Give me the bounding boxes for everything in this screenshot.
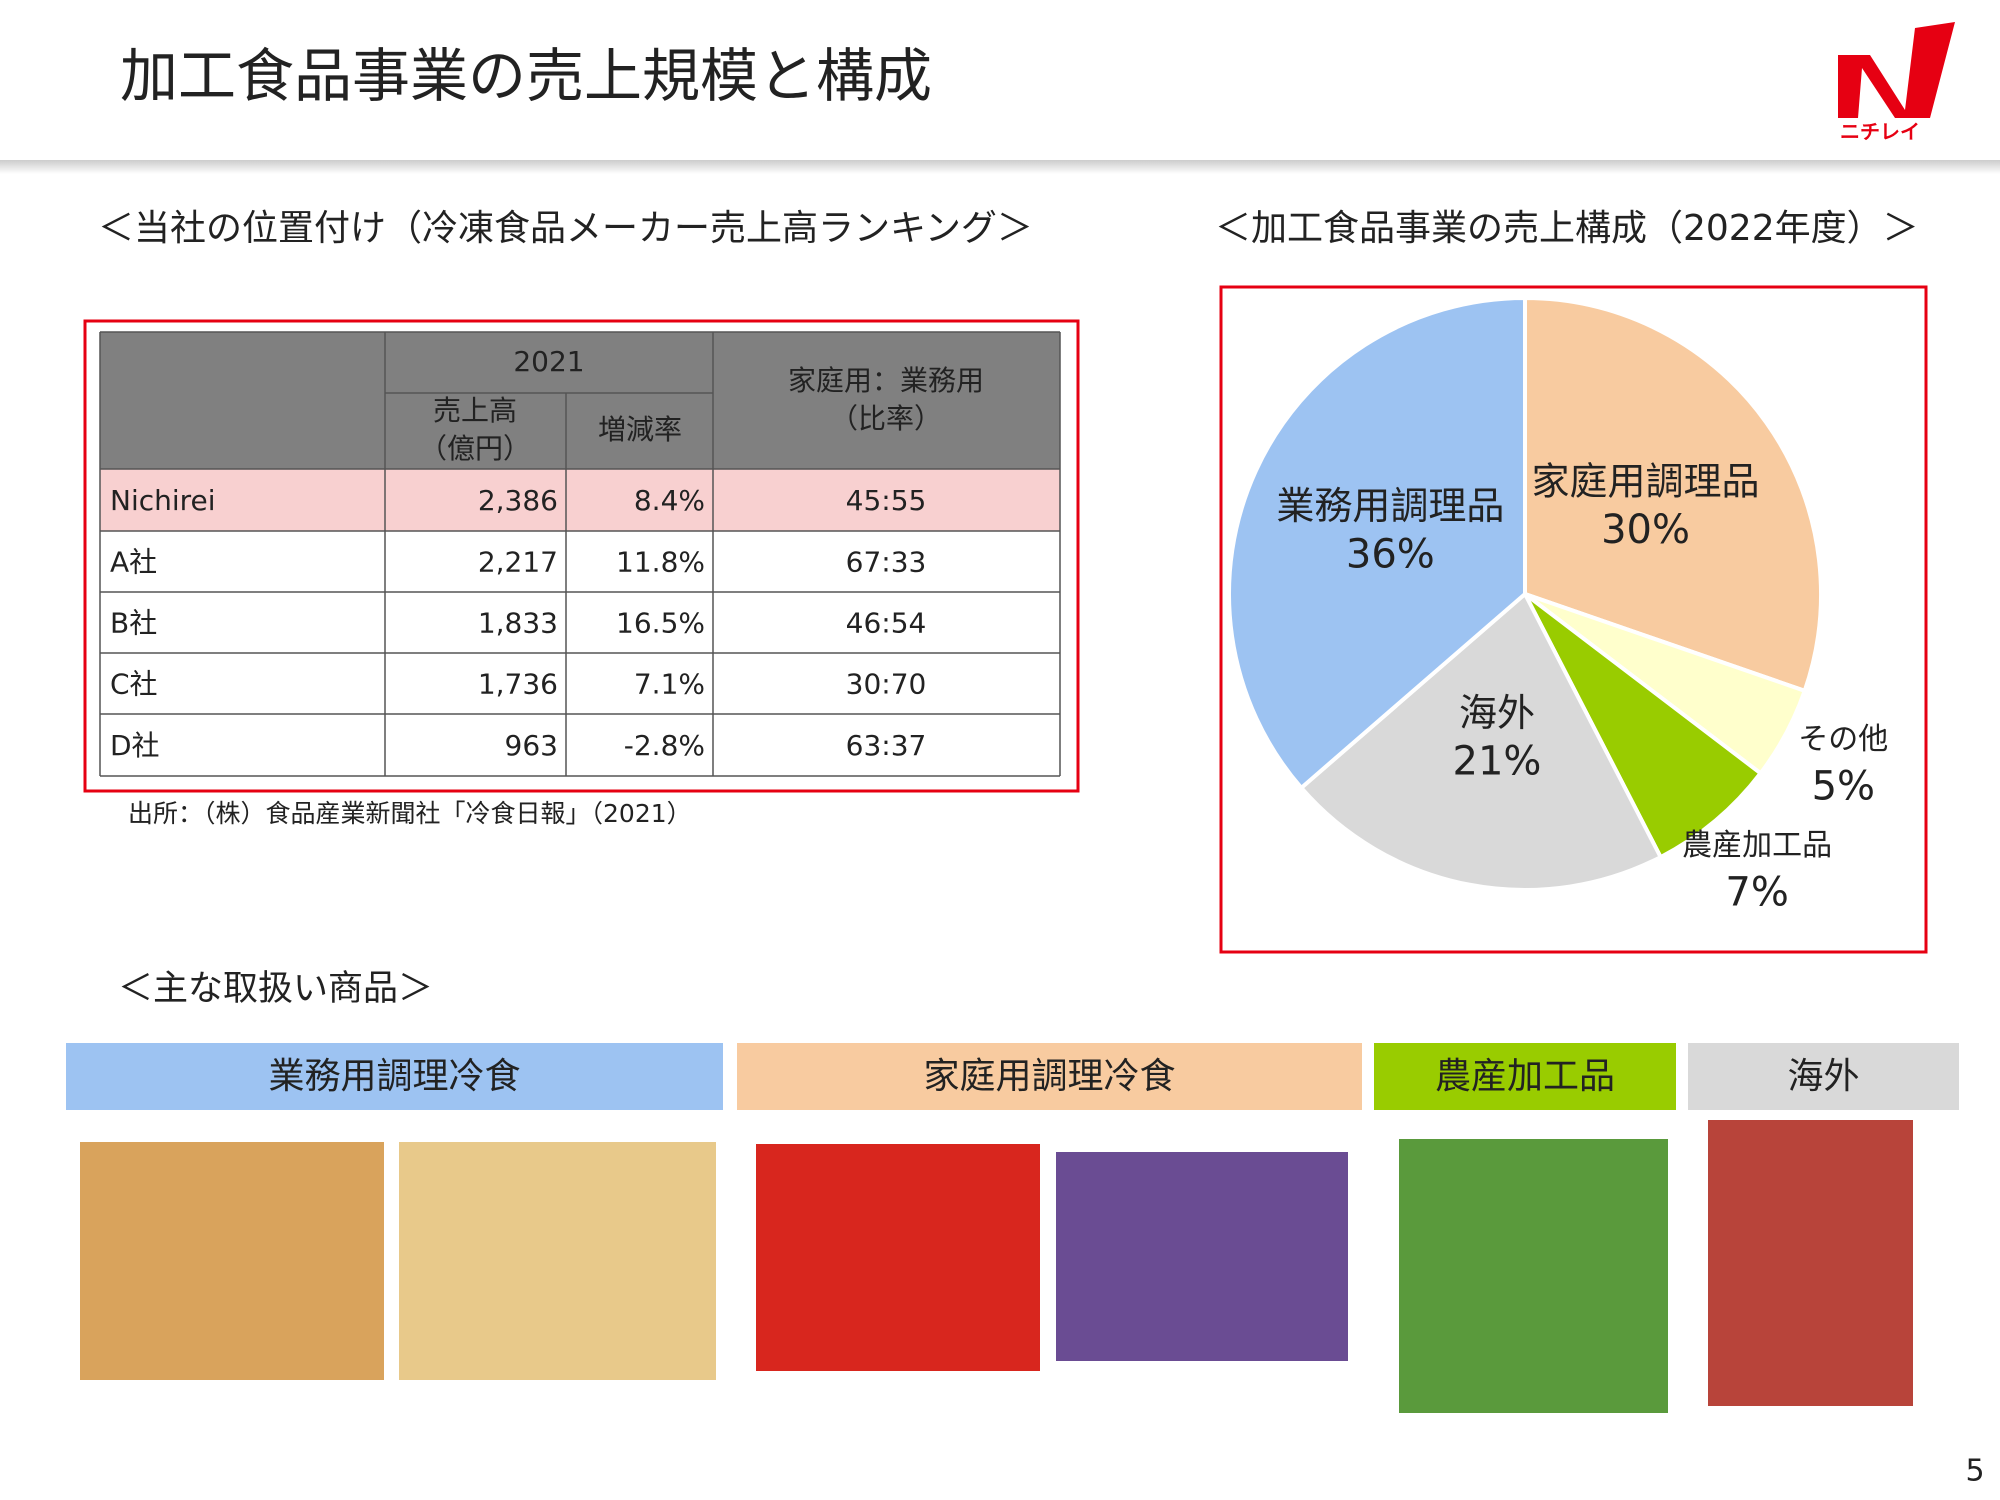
table-cell: 963	[505, 729, 558, 762]
pie-slice	[1523, 295, 1823, 694]
table-header: 2021	[513, 345, 584, 378]
source-note: 出所：（株）食品産業新聞社「冷食日報」（2021）	[128, 799, 692, 828]
group-band	[66, 1043, 723, 1110]
table-cell: 67:33	[846, 546, 927, 579]
pie-slice	[1227, 295, 1527, 791]
product-package	[1399, 1139, 1668, 1413]
ranking-table: 2021 売上高 （億円） 増減率 家庭用：業務用 （比率） Nichirei 2,386 8.…	[99, 331, 1061, 777]
table-cell: 2,386	[478, 484, 558, 517]
group-band	[1374, 1043, 1676, 1110]
section-heading: ＜当社の位置付け（冷凍食品メーカー売上高ランキング＞	[98, 208, 1033, 249]
group-band	[1688, 1043, 1959, 1110]
slide-title: 加工食品事業の売上規模と構成	[120, 42, 932, 110]
table-header: （億円）	[419, 432, 531, 465]
table-cell: D社	[110, 729, 160, 762]
table-cell: C社	[110, 668, 158, 701]
table-header: 増減率	[598, 413, 682, 446]
product-package	[1708, 1120, 1913, 1406]
product-groups: 業務用調理冷食 家庭用調理冷食 農産加工品 海外	[66, 1043, 1959, 1110]
table-cell: 7.1%	[634, 668, 705, 701]
logo-text: ニチレイ	[1840, 120, 1920, 144]
slice-value: 7%	[1725, 870, 1788, 916]
table-cell: 11.8%	[616, 546, 705, 579]
table-cell: -2.8%	[624, 729, 705, 762]
slice-value: 36%	[1346, 532, 1435, 578]
table-cell: Nichirei	[110, 484, 216, 517]
pie-slice	[1523, 592, 1764, 860]
product-package	[1056, 1152, 1348, 1361]
table-cell: 30:70	[846, 668, 927, 701]
table-cell: 45:55	[846, 484, 927, 517]
product-photo	[80, 1142, 384, 1380]
table-cell: 46:54	[846, 607, 927, 640]
table-cell: 1,833	[478, 607, 558, 640]
slice-label: 業務用調理品	[1276, 484, 1504, 528]
group-label: 業務用調理冷食	[268, 1056, 520, 1097]
table-cell: 16.5%	[616, 607, 705, 640]
logo-mark	[1838, 22, 1955, 118]
table-header-bg	[100, 332, 1060, 469]
section-heading: ＜主な取扱い商品＞	[118, 969, 433, 1009]
pie-slice	[1298, 590, 1664, 893]
slice-label: 海外	[1459, 691, 1535, 735]
table-cell: A社	[110, 546, 157, 579]
chart-frame	[1219, 285, 1928, 954]
chart-title: ＜加工食品事業の売上構成（2022年度）＞	[1215, 208, 1919, 249]
highlight-row	[100, 469, 1060, 531]
page-number: 5	[1965, 1454, 1984, 1489]
slice-value: 30%	[1601, 507, 1690, 553]
product-package	[756, 1144, 1040, 1371]
slice-label: その他	[1798, 722, 1888, 757]
table-cell: B社	[110, 607, 157, 640]
table-cell: 1,736	[478, 668, 558, 701]
group-label: 家庭用調理冷食	[923, 1056, 1175, 1097]
slice-value: 5%	[1812, 764, 1875, 810]
table-cell: 63:37	[846, 729, 927, 762]
table-cell: 8.4%	[634, 484, 705, 517]
slice-label: 農産加工品	[1682, 828, 1832, 863]
product-photo	[399, 1142, 716, 1380]
group-band	[737, 1043, 1362, 1110]
table-header: （比率）	[830, 402, 942, 435]
table-header: 家庭用：業務用	[788, 364, 984, 397]
slice-label: 家庭用調理品	[1532, 460, 1760, 504]
table-frame	[83, 319, 1080, 793]
table-cell: 2,217	[478, 546, 558, 579]
slice-value: 21%	[1453, 738, 1542, 784]
table-header: 売上高	[433, 394, 517, 427]
group-label: 農産加工品	[1435, 1056, 1615, 1097]
group-label: 海外	[1787, 1056, 1859, 1097]
header-shadow	[0, 160, 2000, 174]
